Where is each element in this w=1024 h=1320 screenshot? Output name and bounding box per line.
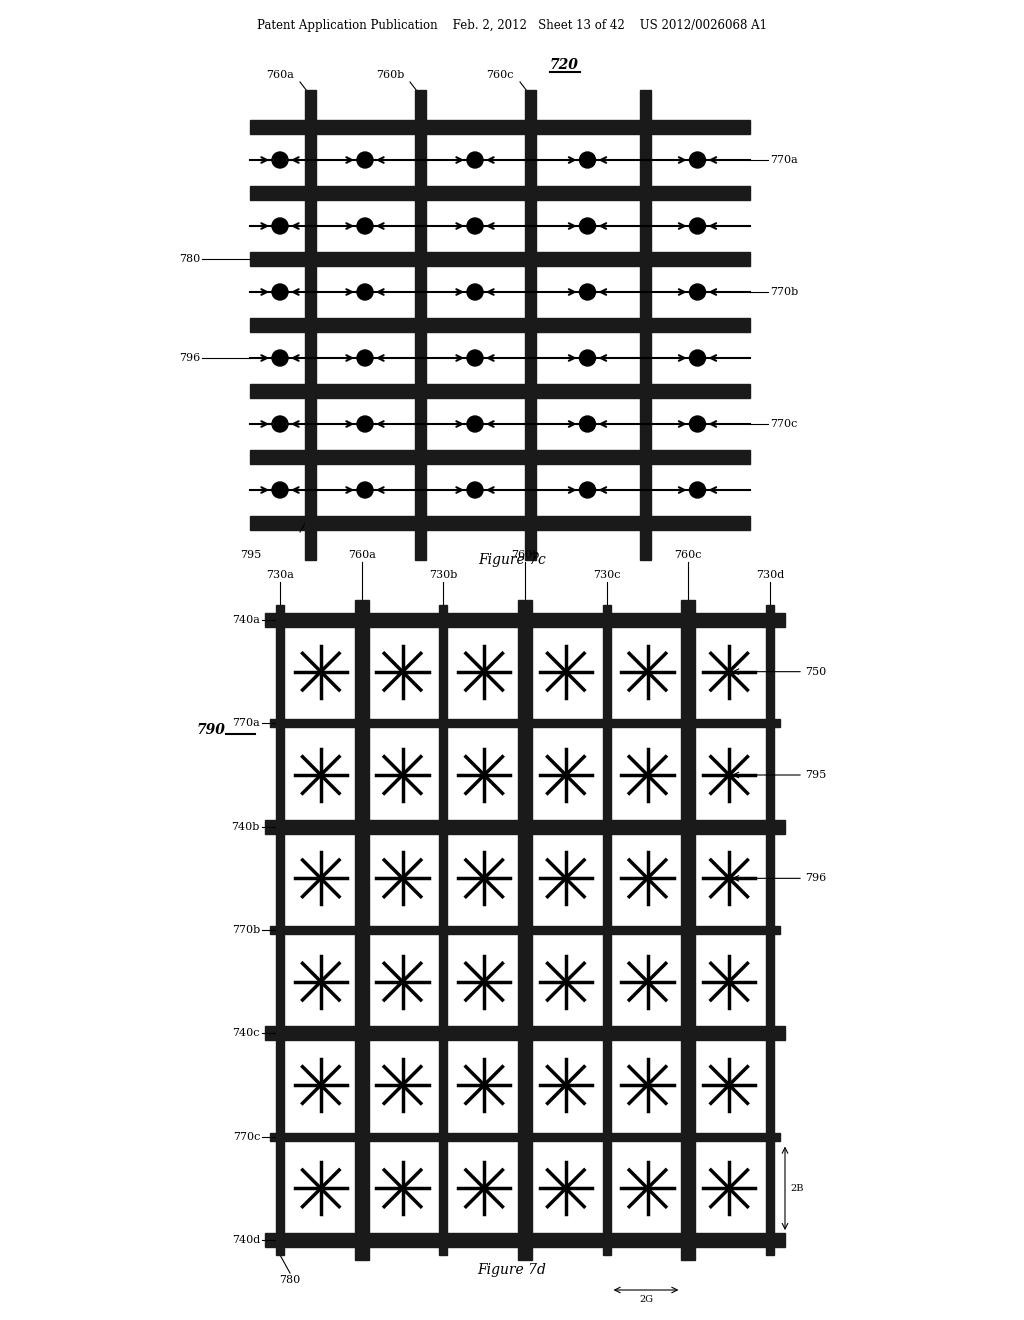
Text: 795: 795 (240, 550, 261, 560)
Text: 2G: 2G (639, 1295, 653, 1304)
Circle shape (580, 350, 596, 366)
Circle shape (467, 152, 483, 168)
Bar (681, 601, 695, 1261)
Circle shape (272, 218, 288, 234)
Circle shape (580, 284, 596, 300)
Circle shape (689, 152, 706, 168)
Text: 770c: 770c (770, 418, 798, 429)
Bar (603, 605, 610, 1255)
Text: 730d: 730d (756, 570, 784, 579)
Text: 760a: 760a (348, 550, 376, 560)
Circle shape (580, 482, 596, 498)
Text: 740a: 740a (232, 615, 260, 624)
Text: 780: 780 (179, 253, 200, 264)
Circle shape (467, 218, 483, 234)
Text: Patent Application Publication    Feb. 2, 2012   Sheet 13 of 42    US 2012/00260: Patent Application Publication Feb. 2, 2… (257, 18, 767, 32)
Bar (415, 90, 426, 560)
Text: 740c: 740c (232, 1028, 260, 1039)
Bar (354, 601, 369, 1261)
Text: 2B: 2B (790, 1184, 804, 1193)
Bar (304, 90, 315, 560)
Bar (270, 927, 780, 935)
Text: 780: 780 (280, 1275, 301, 1284)
Text: 790: 790 (197, 723, 225, 737)
Bar (265, 1233, 785, 1247)
Text: 760b: 760b (376, 70, 404, 81)
Bar (270, 719, 780, 727)
Circle shape (357, 416, 373, 432)
Text: 760c: 760c (486, 70, 514, 81)
Circle shape (272, 416, 288, 432)
Circle shape (689, 416, 706, 432)
Bar (250, 318, 750, 333)
Bar (250, 384, 750, 399)
Circle shape (272, 284, 288, 300)
Text: Figure 7d: Figure 7d (477, 1263, 547, 1276)
Bar (439, 605, 447, 1255)
Text: 770a: 770a (232, 718, 260, 729)
Text: 740d: 740d (231, 1236, 260, 1245)
Circle shape (467, 350, 483, 366)
Circle shape (357, 218, 373, 234)
Circle shape (357, 350, 373, 366)
Text: 750: 750 (805, 667, 826, 677)
Bar (640, 90, 650, 560)
Text: 760a: 760a (266, 70, 294, 81)
Bar (250, 252, 750, 267)
Circle shape (357, 482, 373, 498)
Text: 720: 720 (550, 58, 579, 73)
Text: 770a: 770a (770, 154, 798, 165)
Circle shape (357, 284, 373, 300)
Bar (250, 120, 750, 135)
Text: 795: 795 (805, 770, 826, 780)
Bar (766, 605, 774, 1255)
Circle shape (689, 482, 706, 498)
Bar (276, 605, 284, 1255)
Text: 770c: 770c (232, 1131, 260, 1142)
Circle shape (467, 284, 483, 300)
Bar (524, 90, 536, 560)
Bar (265, 1027, 785, 1040)
Bar (518, 601, 532, 1261)
Bar (265, 612, 785, 627)
Text: 796: 796 (179, 352, 200, 363)
Text: Figure 7c: Figure 7c (478, 553, 546, 568)
Bar (250, 186, 750, 201)
Circle shape (580, 218, 596, 234)
Circle shape (689, 218, 706, 234)
Circle shape (467, 482, 483, 498)
Text: 770b: 770b (231, 925, 260, 935)
Text: 760c: 760c (675, 550, 702, 560)
Text: 730a: 730a (266, 570, 294, 579)
Circle shape (580, 152, 596, 168)
Bar (265, 820, 785, 834)
Bar (270, 1133, 780, 1140)
Bar (250, 516, 750, 531)
Circle shape (467, 416, 483, 432)
Circle shape (357, 152, 373, 168)
Text: 730b: 730b (429, 570, 458, 579)
Circle shape (689, 284, 706, 300)
Circle shape (272, 152, 288, 168)
Text: 796: 796 (805, 874, 826, 883)
Text: 740b: 740b (231, 821, 260, 832)
Circle shape (272, 350, 288, 366)
Circle shape (272, 482, 288, 498)
Text: 730c: 730c (593, 570, 621, 579)
Text: 770b: 770b (770, 286, 799, 297)
Circle shape (580, 416, 596, 432)
Bar (250, 450, 750, 465)
Text: 760b: 760b (511, 550, 540, 560)
Circle shape (689, 350, 706, 366)
